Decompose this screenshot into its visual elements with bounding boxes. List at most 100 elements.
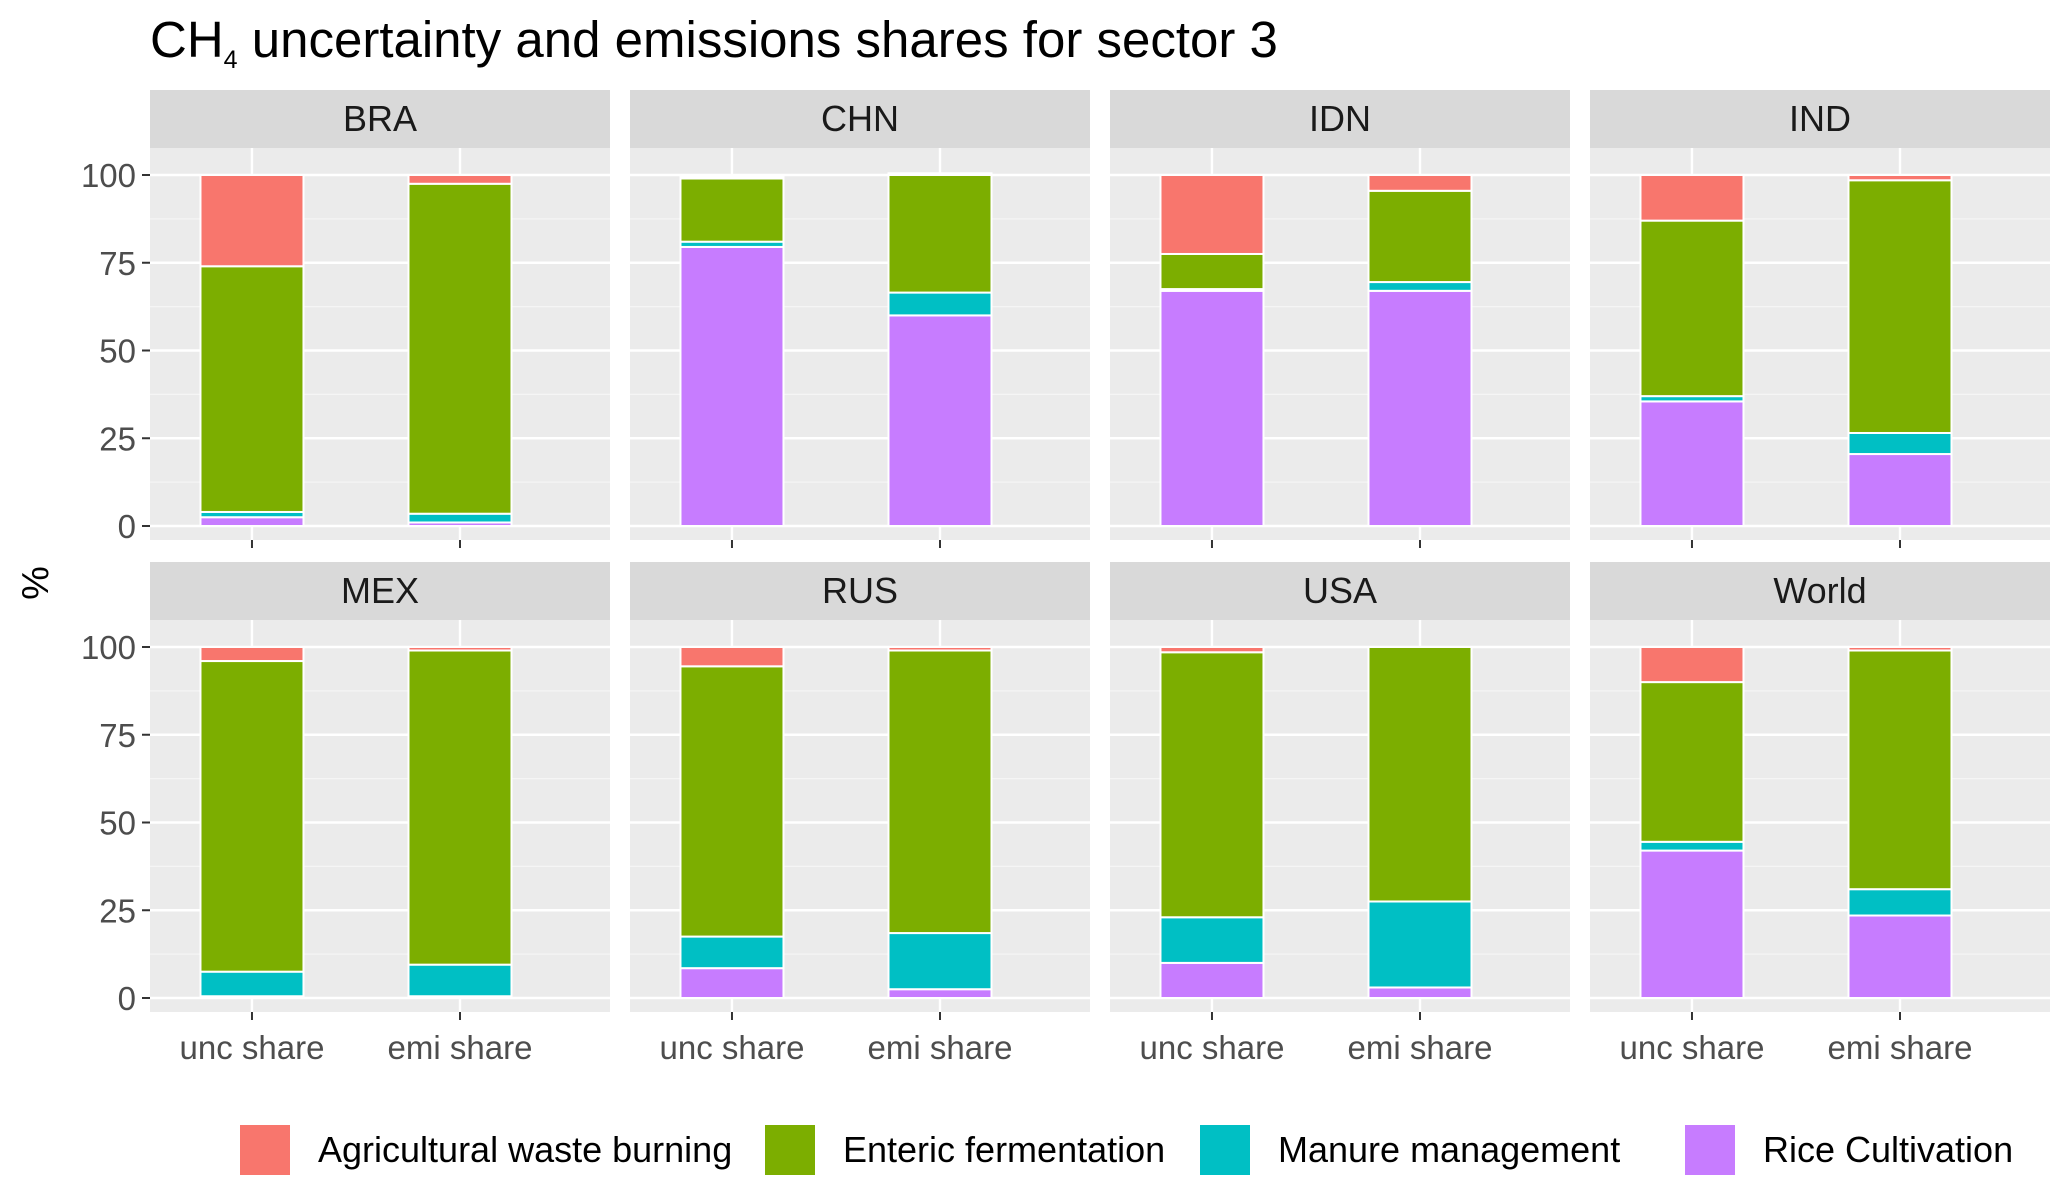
bar-unc-share-agricultural-waste-burning bbox=[199, 646, 305, 663]
title-suffix: uncertainty and emissions shares for sec… bbox=[238, 11, 1278, 68]
panel-mex: MEX 0 25 50 75 100 unc share emi share bbox=[81, 562, 610, 1066]
bar-unc-share-enteric-fermentation bbox=[199, 660, 305, 973]
legend: Agricultural waste burning Enteric fermen… bbox=[240, 1125, 2013, 1175]
bar-emi-share-manure-management bbox=[887, 932, 993, 991]
y-tick-label: 100 bbox=[81, 629, 136, 666]
legend-swatch bbox=[1685, 1125, 1735, 1175]
legend-item-agricultural-waste-burning: Agricultural waste burning bbox=[240, 1125, 732, 1175]
strip-label: BRA bbox=[343, 98, 417, 139]
panel-usa: USA unc share emi share bbox=[1110, 562, 1570, 1066]
bar-emi-share-enteric-fermentation bbox=[407, 182, 513, 515]
bar-emi-share-rice-cultivation bbox=[1367, 986, 1473, 999]
y-tick-label: 50 bbox=[99, 333, 136, 370]
legend-swatch bbox=[765, 1125, 815, 1175]
panel-world: World unc share emi share bbox=[1590, 562, 2050, 1066]
y-tick-label: 0 bbox=[118, 980, 136, 1017]
x-tick-label: emi share bbox=[1348, 1029, 1493, 1066]
panel-rus: RUS unc share emi share bbox=[630, 562, 1090, 1066]
bar-emi-share-manure-management bbox=[407, 512, 513, 524]
x-tick-label: unc share bbox=[1620, 1029, 1765, 1066]
y-tick-label: 75 bbox=[99, 717, 136, 754]
bar-emi-share-agricultural-waste-burning bbox=[1847, 174, 1953, 182]
strip-label: RUS bbox=[822, 570, 898, 611]
legend-item-manure-management: Manure management bbox=[1200, 1125, 1620, 1175]
bar-emi-share-enteric-fermentation bbox=[1367, 646, 1473, 903]
bar-unc-share-rice-cultivation bbox=[679, 967, 785, 999]
legend-label: Agricultural waste burning bbox=[318, 1129, 732, 1170]
strip-label: CHN bbox=[821, 98, 899, 139]
y-tick-label: 25 bbox=[99, 892, 136, 929]
legend-item-enteric-fermentation: Enteric fermentation bbox=[765, 1125, 1165, 1175]
bar-unc-share-rice-cultivation bbox=[1159, 961, 1265, 1000]
panel-idn: IDN bbox=[1110, 90, 1570, 548]
y-axis-title: % bbox=[15, 566, 57, 600]
bar-unc-share-manure-management bbox=[199, 970, 305, 998]
x-tick-label: emi share bbox=[388, 1029, 533, 1066]
bar-emi-share-manure-management bbox=[1367, 281, 1473, 292]
bar-emi-share-rice-cultivation bbox=[887, 314, 993, 527]
legend-label: Rice Cultivation bbox=[1763, 1129, 2013, 1170]
bar-unc-share-rice-cultivation bbox=[1639, 400, 1745, 527]
bar-unc-share-manure-management bbox=[1159, 916, 1265, 964]
legend-label: Enteric fermentation bbox=[843, 1129, 1165, 1170]
strip-label: IDN bbox=[1309, 98, 1371, 139]
bar-emi-share-agricultural-waste-burning bbox=[887, 646, 993, 652]
bar-unc-share-rice-cultivation bbox=[1159, 289, 1265, 527]
y-tick-label: 25 bbox=[99, 420, 136, 457]
bar-unc-share-agricultural-waste-burning bbox=[679, 175, 785, 180]
bar-unc-share-enteric-fermentation bbox=[1159, 252, 1265, 291]
bar-emi-share-manure-management bbox=[887, 291, 993, 317]
strip-label: MEX bbox=[341, 570, 419, 611]
y-tick-label: 0 bbox=[118, 508, 136, 545]
bar-unc-share-manure-management bbox=[1639, 840, 1745, 852]
bar-emi-share-manure-management bbox=[1847, 431, 1953, 456]
bar-unc-share-enteric-fermentation bbox=[1639, 681, 1745, 843]
legend-item-rice-cultivation: Rice Cultivation bbox=[1685, 1125, 2013, 1175]
bar-emi-share-agricultural-waste-burning bbox=[407, 646, 513, 652]
bar-emi-share-rice-cultivation bbox=[1847, 914, 1953, 1000]
bar-unc-share-enteric-fermentation bbox=[679, 665, 785, 938]
bar-emi-share-manure-management bbox=[1367, 900, 1473, 989]
bar-emi-share-agricultural-waste-burning bbox=[1367, 174, 1473, 192]
bar-emi-share-rice-cultivation bbox=[887, 988, 993, 999]
x-tick-label: unc share bbox=[180, 1029, 325, 1066]
bar-unc-share-enteric-fermentation bbox=[1159, 651, 1265, 919]
bar-unc-share-manure-management bbox=[679, 935, 785, 970]
y-tick-label: 75 bbox=[99, 245, 136, 282]
y-tick-label: 100 bbox=[81, 157, 136, 194]
bar-unc-share-agricultural-waste-burning bbox=[1159, 646, 1265, 654]
x-tick-label: emi share bbox=[868, 1029, 1013, 1066]
y-tick-label: 50 bbox=[99, 805, 136, 842]
x-tick-label: unc share bbox=[660, 1029, 805, 1066]
strip-background bbox=[150, 90, 610, 148]
bar-emi-share-enteric-fermentation bbox=[1847, 649, 1953, 891]
bar-emi-share-manure-management bbox=[407, 963, 513, 998]
bar-emi-share-agricultural-waste-burning bbox=[1847, 646, 1953, 652]
strip-label: USA bbox=[1303, 570, 1377, 611]
bar-unc-share-rice-cultivation bbox=[199, 516, 305, 527]
bar-unc-share-enteric-fermentation bbox=[679, 177, 785, 243]
strip-label: IND bbox=[1789, 98, 1851, 139]
bar-unc-share-agricultural-waste-burning bbox=[679, 646, 785, 668]
strip-background bbox=[630, 562, 1090, 620]
bar-unc-share-agricultural-waste-burning bbox=[1159, 174, 1265, 255]
legend-swatch bbox=[240, 1125, 290, 1175]
bar-unc-share-rice-cultivation bbox=[679, 245, 785, 528]
bar-emi-share-rice-cultivation bbox=[1367, 289, 1473, 527]
chart-title: CH4 uncertainty and emissions shares for… bbox=[150, 11, 1278, 74]
strip-background bbox=[630, 90, 1090, 148]
x-tick-label: unc share bbox=[1140, 1029, 1285, 1066]
bar-emi-share-rice-cultivation bbox=[1847, 453, 1953, 528]
bar-unc-share-agricultural-waste-burning bbox=[1639, 646, 1745, 684]
legend-swatch bbox=[1200, 1125, 1250, 1175]
bar-emi-share-enteric-fermentation bbox=[1847, 179, 1953, 434]
bar-emi-share-enteric-fermentation bbox=[407, 649, 513, 966]
x-tick-label: emi share bbox=[1828, 1029, 1973, 1066]
strip-background bbox=[1110, 90, 1570, 148]
bar-unc-share-agricultural-waste-burning bbox=[1639, 174, 1745, 222]
panel-chn: CHN bbox=[630, 90, 1090, 548]
bar-unc-share-enteric-fermentation bbox=[1639, 219, 1745, 398]
strip-background bbox=[150, 562, 610, 620]
bar-emi-share-agricultural-waste-burning bbox=[407, 174, 513, 185]
